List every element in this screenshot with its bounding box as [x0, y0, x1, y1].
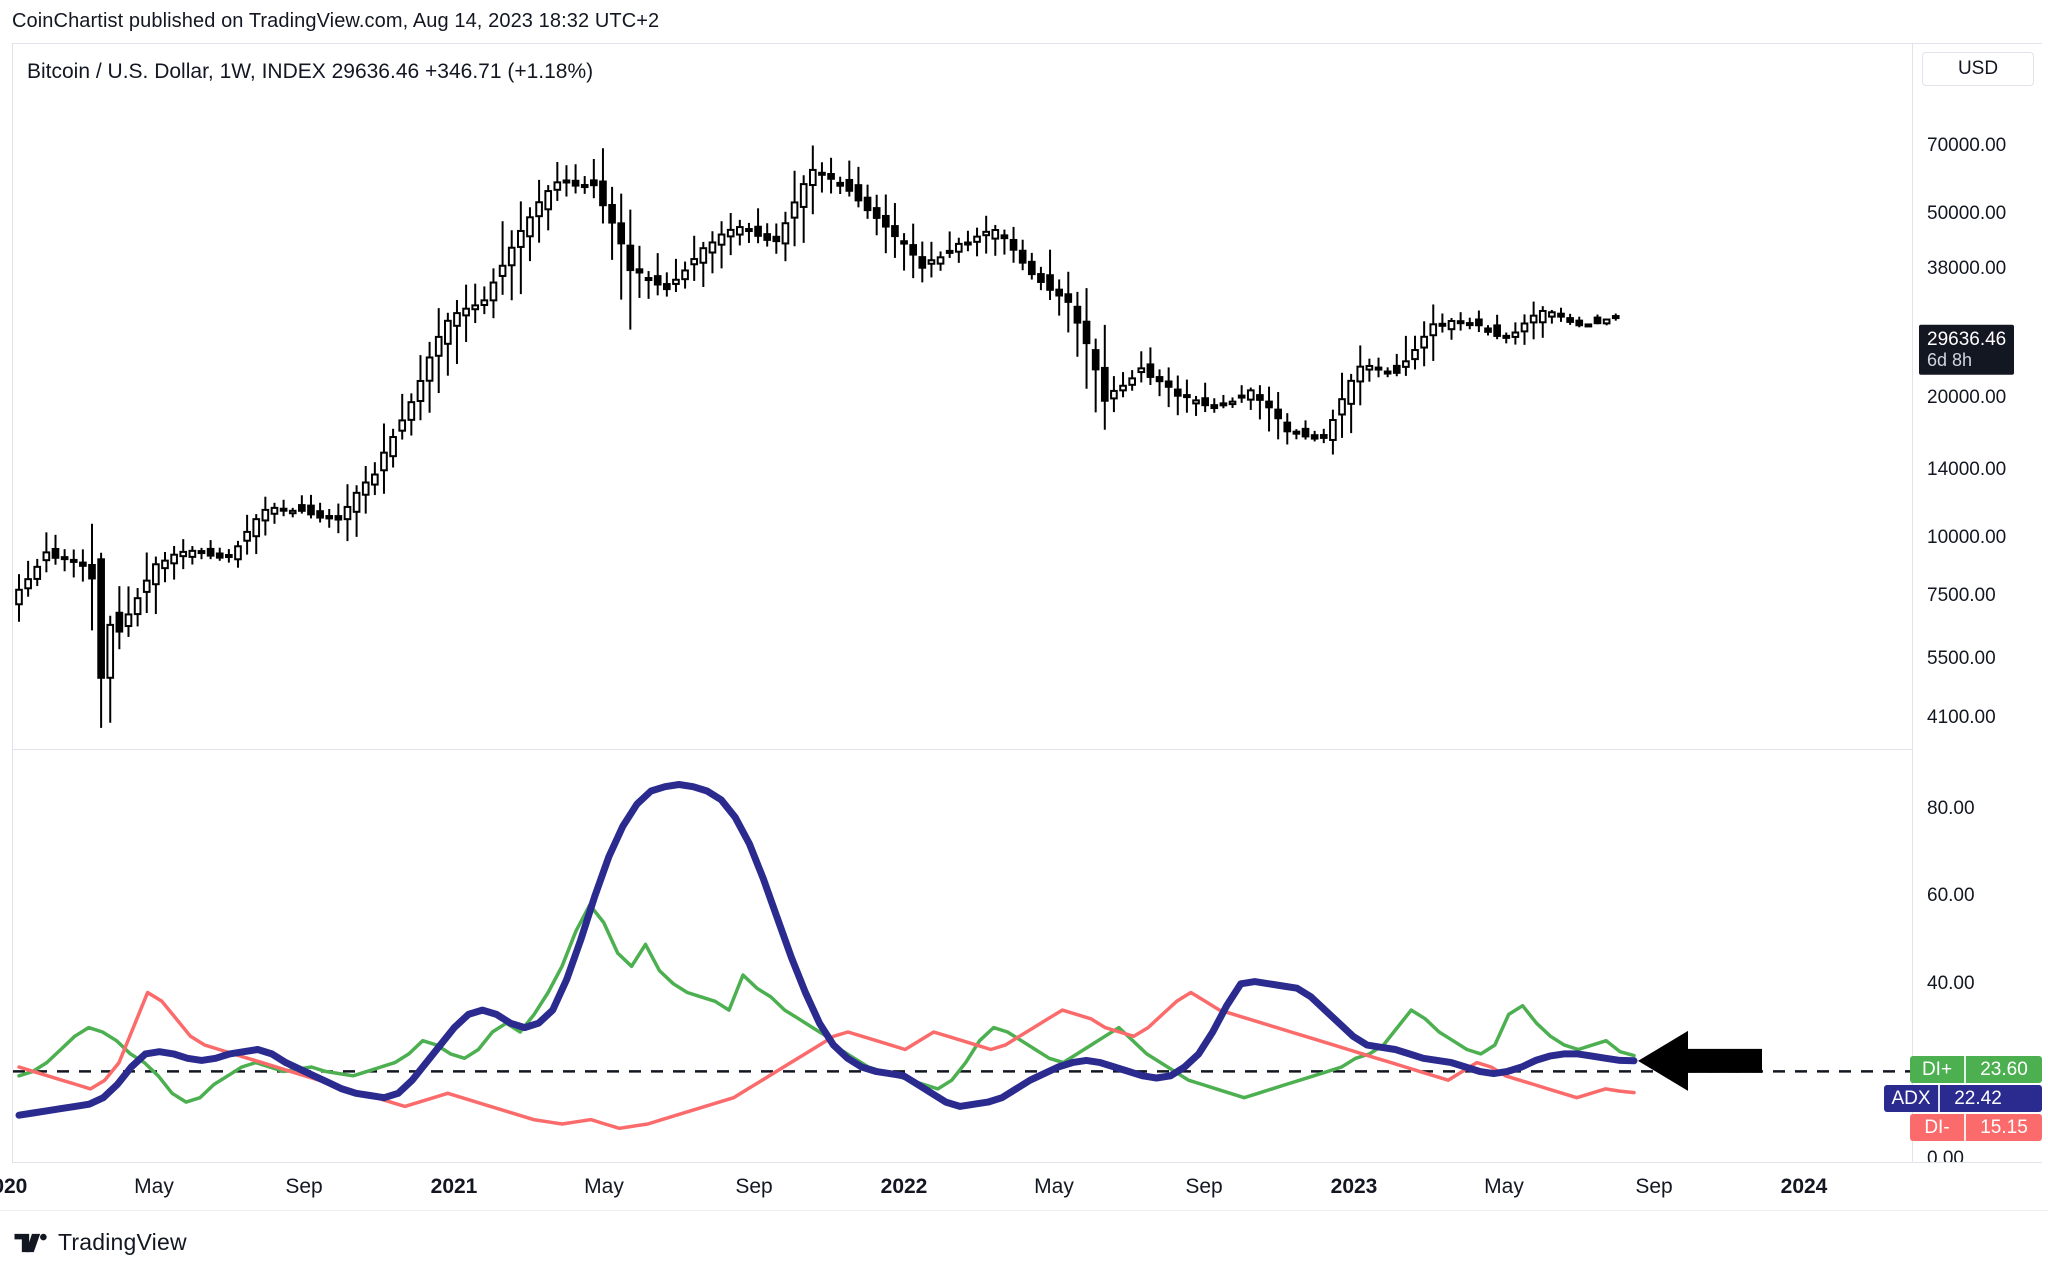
- legend-value-di-minus: 15.15: [1980, 1116, 2028, 1138]
- left-arrow-annotation[interactable]: [1638, 1030, 1762, 1091]
- plot-area[interactable]: [13, 44, 1913, 1163]
- symbol-legend[interactable]: Bitcoin / U.S. Dollar, 1W, INDEX 29636.4…: [27, 60, 594, 83]
- indicator-tick: 80.00: [1927, 797, 1975, 819]
- time-tick: Sep: [1185, 1175, 1223, 1198]
- adx-line: [15, 781, 1638, 1119]
- currency-chip[interactable]: USD: [1922, 52, 2034, 86]
- candlestick-series: [15, 145, 1620, 728]
- legend-row-adx[interactable]: ADX 22.42: [1884, 1085, 2042, 1112]
- legend-row-di-plus[interactable]: DI+ 23.60: [1910, 1056, 2042, 1083]
- legend-row-di-minus[interactable]: DI- 15.15: [1910, 1114, 2042, 1141]
- attribution-bar: CoinChartist published on TradingView.co…: [0, 0, 2048, 43]
- indicator-tick: 60.00: [1927, 885, 1975, 907]
- time-tick: May: [1484, 1175, 1524, 1198]
- time-tick: 2023: [1330, 1175, 1378, 1198]
- time-tick: 2024: [1780, 1175, 1828, 1198]
- tradingview-logo[interactable]: TradingView: [14, 1229, 187, 1256]
- price-axis[interactable]: USD 70000.00 50000.00 38000.00 20000.00 1400…: [1912, 44, 2042, 1209]
- price-tick: 4100.00: [1927, 706, 1996, 728]
- price-tick: 5500.00: [1927, 647, 1996, 669]
- time-tick: Sep: [1635, 1175, 1673, 1198]
- time-tick: May: [584, 1175, 624, 1198]
- time-axis[interactable]: 2020 May Sep 2021 May Sep 2022 May Sep 2023 May Sep…: [0, 1162, 2042, 1209]
- price-tick: 20000.00: [1927, 387, 2007, 409]
- price-tick: 38000.00: [1927, 257, 2007, 279]
- price-tick: 50000.00: [1927, 202, 2007, 224]
- attribution-text: CoinChartist published on TradingView.co…: [12, 10, 660, 32]
- di-minus-line: [17, 990, 1636, 1131]
- legend-value-adx: 22.42: [1954, 1087, 2002, 1109]
- footer-bar: TradingView: [0, 1210, 2048, 1274]
- bar-countdown: 6d 8h: [1927, 350, 1973, 371]
- time-tick: May: [134, 1175, 174, 1198]
- chart-canvas[interactable]: [13, 44, 1913, 1163]
- legend-value-di-plus: 23.60: [1980, 1058, 2028, 1080]
- price-tick: 7500.00: [1927, 585, 1996, 607]
- current-price-value: 29636.46: [1927, 328, 2007, 350]
- legend-label-adx: ADX: [1884, 1085, 1940, 1112]
- time-tick: 2020: [0, 1175, 28, 1198]
- panel-separator[interactable]: [13, 749, 2042, 750]
- indicator-legend: DI+ 23.60 ADX 22.42 DI- 15.15: [1884, 1056, 2042, 1143]
- time-tick: Sep: [735, 1175, 773, 1198]
- time-tick: 2022: [880, 1175, 928, 1198]
- legend-label-di-minus: DI-: [1910, 1114, 1966, 1141]
- price-tick: 70000.00: [1927, 134, 2007, 156]
- time-tick: May: [1034, 1175, 1074, 1198]
- time-tick: 2021: [430, 1175, 478, 1198]
- tradingview-wordmark: TradingView: [58, 1229, 187, 1255]
- time-tick: Sep: [285, 1175, 323, 1198]
- chart-frame: Bitcoin / U.S. Dollar, 1W, INDEX 29636.4…: [12, 43, 2042, 1209]
- price-tick: 10000.00: [1927, 527, 2007, 549]
- price-tick: 14000.00: [1927, 459, 2007, 481]
- legend-label-di-plus: DI+: [1910, 1056, 1966, 1083]
- current-price-badge: 29636.46 6d 8h: [1919, 324, 2015, 376]
- indicator-tick: 40.00: [1927, 972, 1975, 994]
- tradingview-mark-icon: [14, 1232, 48, 1254]
